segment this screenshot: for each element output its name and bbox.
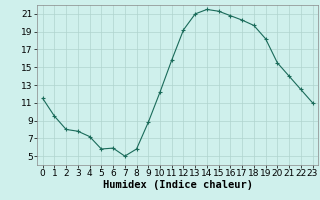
- X-axis label: Humidex (Indice chaleur): Humidex (Indice chaleur): [103, 180, 252, 190]
